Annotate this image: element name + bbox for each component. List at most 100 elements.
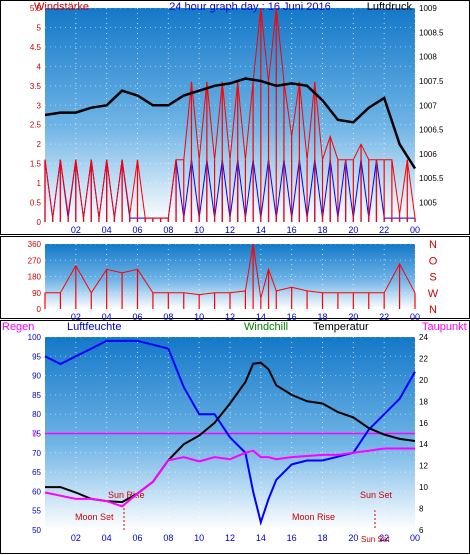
panel1-left-y-tick-label: 5.5	[30, 4, 42, 13]
panel3-x-tick-label: 20	[348, 533, 358, 543]
annotation-moon-set: Moon Set	[75, 512, 114, 522]
series-wind-direction-line	[45, 243, 416, 299]
annotation-moon-rise: Moon Rise	[292, 512, 335, 522]
panel3-right-y-tick-label: 18	[419, 397, 428, 406]
panel3-x-tick-label: 18	[317, 533, 327, 543]
panel1-right-y-tick-label: 1008.5	[419, 28, 444, 37]
panel1-x-tick-label: 04	[102, 225, 112, 235]
panel3-right-y-tick-label: 16	[419, 419, 428, 428]
panel3-x-tick-label: 10	[194, 533, 204, 543]
panel1-left-y-tick-label: 1.5	[30, 160, 42, 169]
panel3-right-y-tick-label: 14	[419, 440, 428, 449]
panel3-x-tick-label: 16	[287, 533, 297, 543]
panel1-left-y-tick-label: 3.5	[30, 82, 42, 91]
panel2-x-tick-label: 12	[225, 312, 235, 322]
panel3-right-y-tick-label: 12	[419, 462, 428, 471]
compass-label: N	[429, 304, 437, 316]
panel2-left-y-tick-label: 180	[28, 273, 42, 282]
panel1-left-y-tick-label: 5	[37, 23, 42, 32]
panel3-right-y-tick-label: 6	[419, 526, 424, 535]
panel1-x-tick-label: 14	[256, 225, 266, 235]
legend-temperature: Temperatur	[313, 321, 369, 333]
panel1-left-y-tick-label: 2.5	[30, 121, 42, 130]
series-temperature	[45, 361, 416, 504]
panel3-right-y-tick-label: 8	[419, 505, 424, 514]
panel1-right-y-tick-label: 1005	[419, 199, 437, 208]
panel2-x-tick-label: 16	[287, 312, 297, 322]
panel3-x-tick-label: 02	[71, 533, 81, 543]
panel1-left-y-tick-label: 1	[37, 179, 42, 188]
panel1-x-tick-label: 00	[410, 225, 420, 235]
panel2-x-tick-label: 20	[348, 312, 358, 322]
panel3-x-tick-label: 12	[225, 533, 235, 543]
panel2-x-tick-label: 08	[163, 312, 173, 322]
panel1-x-tick-label: 20	[348, 225, 358, 235]
panel1-left-y-tick-label: 3	[37, 101, 42, 110]
panel3-left-y-tick-label: 55	[32, 507, 41, 516]
panel1-right-y-tick-label: 1008	[419, 53, 437, 62]
panel1-right-y-tick-label: 1005.5	[419, 174, 444, 183]
panel1-left-y-tick-label: 0.5	[30, 199, 42, 208]
panel3-left-y-tick-label: 70	[32, 449, 41, 458]
annotation-sun-rise: Sun Rise	[108, 490, 145, 500]
panel2-x-tick-label: 14	[256, 312, 266, 322]
compass-label: W	[428, 288, 439, 300]
panel1-right-y-tick-label: 1006.5	[419, 126, 444, 135]
panel1-x-tick-label: 08	[163, 225, 173, 235]
panel3-right-y-tick-label: 20	[419, 376, 428, 385]
wind-axis-label: Windstärke	[34, 1, 89, 13]
rain-zero-label: 0	[33, 430, 38, 439]
compass-label: S	[429, 272, 436, 284]
panel1-x-tick-label: 12	[225, 225, 235, 235]
panel3-left-y-tick-label: 90	[32, 372, 41, 381]
panel1-x-tick-label: 02	[71, 225, 81, 235]
panel3-right-y-tick-label: 22	[419, 354, 428, 363]
annotation-sun-set: Sun Set	[360, 490, 393, 500]
panel2-left-y-tick-label: 90	[32, 289, 41, 298]
panel2-left-y-tick-label: 360	[28, 240, 42, 249]
panel2-x-tick-label: 06	[132, 312, 142, 322]
legend-windchill: Windchill	[244, 321, 288, 333]
panel3-right-y-tick-label: 24	[419, 333, 428, 342]
panel3-left-y-tick-label: 80	[32, 410, 41, 419]
panel3-x-tick-label: 08	[163, 533, 173, 543]
panel2-x-tick-label: 00	[410, 312, 420, 322]
panel1-right-y-tick-label: 1009	[419, 4, 437, 13]
panel1-x-tick-label: 22	[379, 225, 389, 235]
panel2-x-tick-label: 10	[194, 312, 204, 322]
panel2-left-y-tick-label: 270	[28, 256, 42, 265]
legend-rain: Regen	[2, 321, 34, 333]
panel3-x-tick-label: 00	[410, 533, 420, 543]
panel3-left-y-tick-label: 75	[32, 430, 41, 439]
panel1-x-tick-label: 16	[287, 225, 297, 235]
panel1-left-y-tick-label: 0	[37, 218, 42, 227]
panel1-left-y-tick-label: 2	[37, 140, 42, 149]
panel1-left-y-tick-label: 4	[37, 62, 42, 71]
chart-title: 24 hour graph day : 16 Juni 2016	[169, 1, 330, 13]
panel2-x-tick-label: 22	[379, 312, 389, 322]
panel3-x-tick-label: 06	[132, 533, 142, 543]
panel3-left-y-tick-label: 100	[28, 333, 42, 342]
legend-humidity: Luftfeuchte	[67, 321, 121, 333]
panel3-x-tick-label: 22	[379, 533, 389, 543]
series-dewpoint	[44, 447, 415, 508]
series-pressure	[44, 77, 417, 170]
series-wind-red-line	[44, 7, 416, 219]
panel3-left-y-tick-label: 95	[32, 352, 41, 361]
panel2-x-tick-label: 04	[102, 312, 112, 322]
panel3-x-tick-label: 04	[102, 533, 112, 543]
panel3-left-y-tick-label: 60	[32, 487, 41, 496]
panel1-right-y-tick-label: 1007.5	[419, 77, 444, 86]
panel3-right-y-tick-label: 10	[419, 483, 428, 492]
compass-label: N	[429, 239, 437, 251]
panel1-right-y-tick-label: 1006	[419, 150, 437, 159]
panel2-x-tick-label: 18	[317, 312, 327, 322]
panel3-left-y-tick-label: 50	[32, 526, 41, 535]
panel1-x-tick-label: 06	[132, 225, 142, 235]
panel1-right-y-tick-label: 1007	[419, 101, 437, 110]
panel2-left-y-tick-label: 0	[37, 305, 42, 314]
panel1-x-tick-label: 10	[194, 225, 204, 235]
panel3-x-tick-label: 14	[256, 533, 266, 543]
